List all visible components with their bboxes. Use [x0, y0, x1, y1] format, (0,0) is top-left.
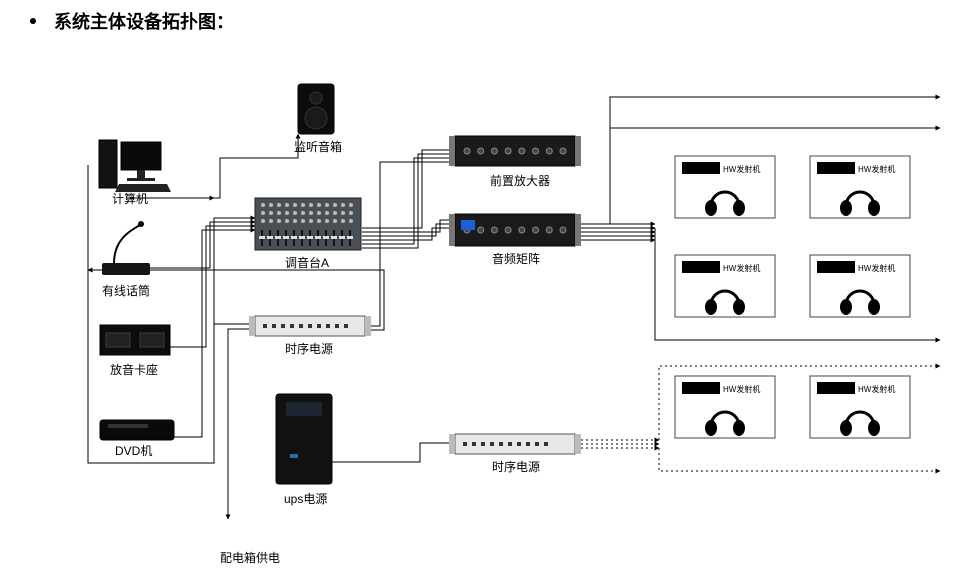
- label-monitor_spk: 监听音箱: [294, 138, 342, 155]
- tx-label-1: HW发射机: [723, 164, 760, 175]
- label-tape: 放音卡座: [110, 361, 158, 378]
- diagram-page: { "title": "系统主体设备拓扑图：", "canvas": { "wi…: [0, 0, 957, 580]
- label-mic: 有线话筒: [102, 282, 150, 299]
- tx-label-5: HW发射机: [723, 384, 760, 395]
- tx-label-4: HW发射机: [858, 263, 895, 274]
- label-mixer: 调音台A: [285, 254, 329, 271]
- tx-label-6: HW发射机: [858, 384, 895, 395]
- tx-label-3: HW发射机: [723, 263, 760, 274]
- label-computer: 计算机: [112, 190, 148, 207]
- label-dvd: DVD机: [115, 442, 152, 459]
- tx-label-2: HW发射机: [858, 164, 895, 175]
- label-pwr_seq2: 时序电源: [492, 458, 540, 475]
- label-pwr_box: 配电箱供电: [220, 549, 280, 566]
- label-matrix: 音频矩阵: [492, 250, 540, 267]
- label-ups: ups电源: [284, 490, 327, 507]
- label-preamp: 前置放大器: [490, 172, 550, 189]
- label-pwr_seq1: 时序电源: [285, 340, 333, 357]
